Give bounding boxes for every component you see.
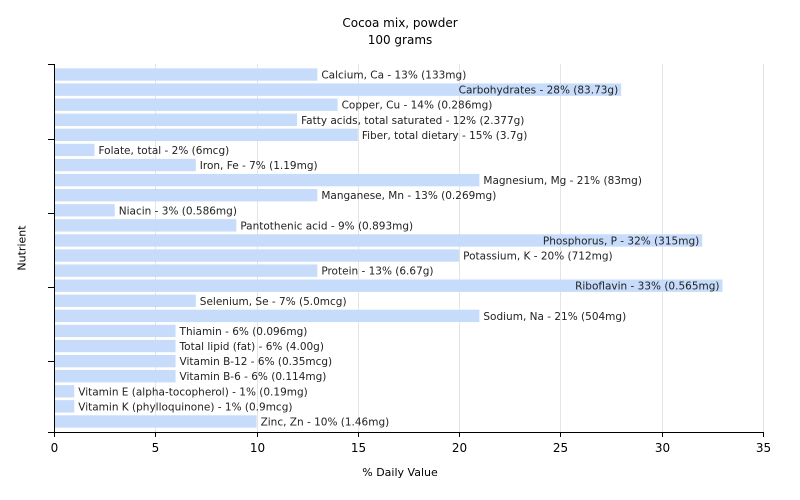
- bar-label: Selenium, Se - 7% (5.0mcg): [200, 296, 347, 308]
- bar: [55, 128, 358, 142]
- bar-label: Riboflavin - 33% (0.565mg): [575, 281, 719, 293]
- bar-label: Vitamin B-12 - 6% (0.35mcg): [180, 356, 333, 368]
- bar: [55, 83, 622, 96]
- bar-label: Pantothenic acid - 9% (0.893mg): [240, 220, 413, 232]
- x-tick-label: 35: [756, 441, 771, 455]
- bar-label: Protein - 13% (6.67g): [321, 266, 433, 278]
- bar-label: Total lipid (fat) - 6% (4.00g): [179, 341, 324, 353]
- x-tick-label: 20: [452, 441, 467, 455]
- bar: [55, 189, 318, 202]
- bar: [55, 324, 176, 338]
- x-tick-label: 15: [351, 441, 366, 455]
- x-tick-label: 10: [250, 441, 265, 455]
- bar-label: Niacin - 3% (0.586mg): [119, 205, 237, 217]
- bar: [55, 400, 75, 413]
- bar: [55, 68, 318, 81]
- bar-label: Manganese, Mn - 13% (0.269mg): [321, 190, 496, 202]
- bar: [55, 385, 75, 398]
- x-tick-label: 25: [553, 441, 568, 455]
- chart-title: Cocoa mix, powder: [342, 16, 458, 30]
- bar-label: Thiamin - 6% (0.096mg): [179, 326, 308, 338]
- bar: [55, 415, 257, 428]
- bar: [55, 264, 318, 277]
- bar-label: Sodium, Na - 21% (504mg): [483, 311, 626, 323]
- x-axis-label: % Daily Value: [362, 466, 438, 479]
- bar: [55, 113, 298, 126]
- x-tick-label: 5: [152, 441, 160, 455]
- bar-label: Copper, Cu - 14% (0.286mg): [342, 100, 493, 112]
- bar-label: Vitamin B-6 - 6% (0.114mg): [180, 371, 327, 383]
- bar: [55, 219, 237, 232]
- bar-label: Folate, total - 2% (6mcg): [99, 145, 230, 157]
- bar-label: Vitamin E (alpha-tocopherol) - 1% (0.19m…: [78, 386, 308, 398]
- bar-label: Potassium, K - 20% (712mg): [463, 251, 613, 263]
- bar: [55, 158, 196, 172]
- chart-subtitle: 100 grams: [367, 33, 433, 47]
- bar: [55, 234, 703, 247]
- x-tick-label: 0: [51, 441, 59, 455]
- bar-label: Vitamin K (phylloquinone) - 1% (0.9mcg): [78, 401, 292, 413]
- bar: [55, 249, 460, 262]
- bar: [55, 143, 95, 157]
- bar-label: Calcium, Ca - 13% (133mg): [321, 70, 466, 82]
- bar-label: Fatty acids, total saturated - 12% (2.37…: [301, 115, 524, 127]
- bar-label: Phosphorus, P - 32% (315mg): [543, 235, 699, 247]
- bar-label: Carbohydrates - 28% (83.73g): [459, 85, 619, 97]
- bar-label: Fiber, total dietary - 15% (3.7g): [362, 130, 527, 142]
- bar-label: Magnesium, Mg - 21% (83mg): [483, 175, 642, 187]
- bar: [55, 354, 176, 368]
- x-tick-label: 30: [655, 441, 670, 455]
- bar: [55, 98, 338, 111]
- bar: [55, 279, 723, 292]
- bar: [55, 204, 115, 217]
- bar: [55, 370, 176, 383]
- bar: [55, 173, 480, 187]
- bar: [55, 339, 176, 353]
- bar: [55, 294, 196, 307]
- bar-label: Zinc, Zn - 10% (1.46mg): [261, 416, 390, 428]
- bar: [55, 309, 480, 323]
- bar-label: Iron, Fe - 7% (1.19mg): [200, 160, 318, 172]
